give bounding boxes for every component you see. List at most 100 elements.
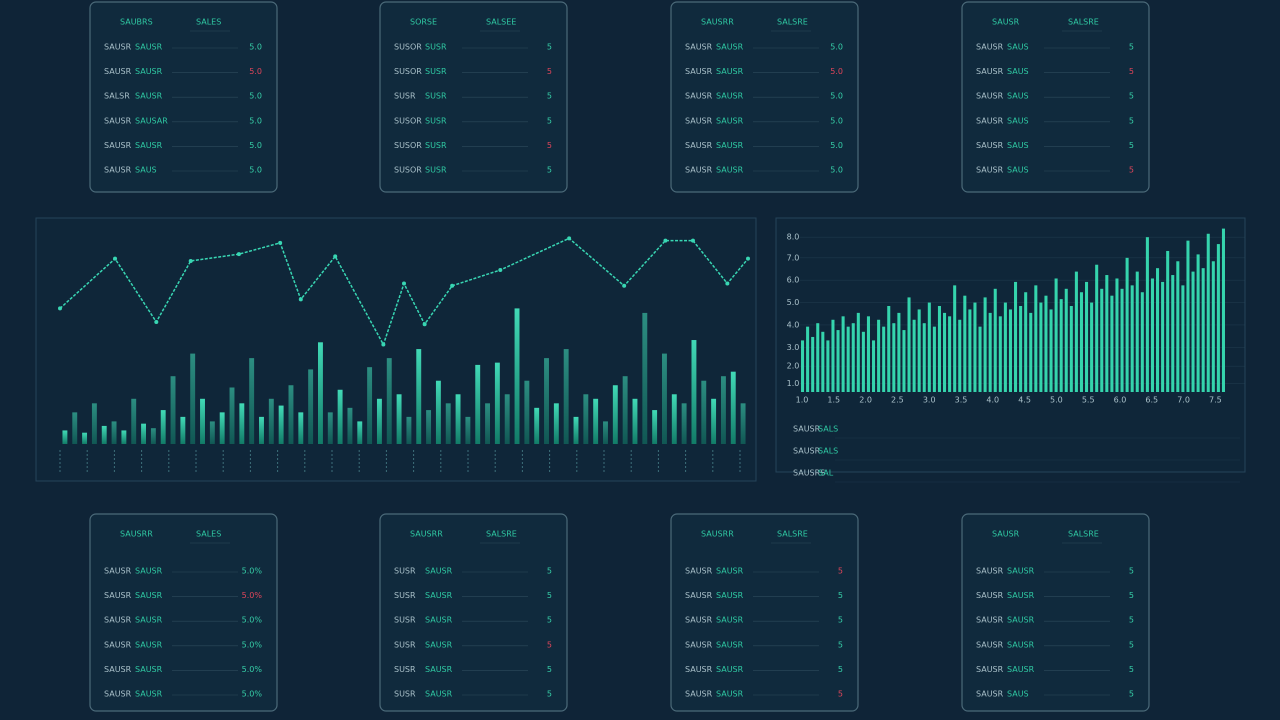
bar xyxy=(963,295,967,392)
row-value: 5.0% xyxy=(242,690,263,699)
bar xyxy=(1044,295,1048,392)
row-sub: SUSR xyxy=(425,116,447,125)
row-value: 5.0 xyxy=(249,116,262,125)
bar xyxy=(1059,299,1063,392)
line-point xyxy=(498,267,503,272)
bar xyxy=(897,312,901,392)
line-point xyxy=(422,322,427,327)
card-header: SALSRE xyxy=(1068,530,1099,539)
bar xyxy=(91,403,97,444)
bar xyxy=(711,398,717,444)
y-tick-label: 3.0 xyxy=(787,343,800,352)
bar xyxy=(593,398,599,444)
row-label: SAUSR xyxy=(104,640,132,649)
row-value: 5 xyxy=(838,567,843,576)
row-label: SAUSR xyxy=(104,166,132,175)
y-tick-label: 7.0 xyxy=(787,253,800,262)
card-header: SAUSR xyxy=(992,18,1020,27)
row-value: 5 xyxy=(1129,616,1134,625)
row-sub: SAUSR xyxy=(1007,567,1035,576)
row-sub: SAUSR xyxy=(716,67,744,76)
bar xyxy=(82,432,88,444)
bar xyxy=(841,316,845,392)
bar xyxy=(465,416,471,444)
bar xyxy=(932,326,936,392)
bar xyxy=(1014,281,1018,392)
bar xyxy=(831,319,835,392)
row-label: SAUSR xyxy=(976,690,1004,699)
bar xyxy=(121,430,127,444)
row-sub: SAUSR xyxy=(716,141,744,150)
x-tick-label: 6.5 xyxy=(1145,396,1158,405)
row-label: SUSOR xyxy=(394,116,422,125)
line-point xyxy=(402,281,406,286)
row-label: SAUSR xyxy=(685,116,713,125)
card xyxy=(670,513,859,712)
row-sub: SUSR xyxy=(425,166,447,175)
y-tick-label: 6.0 xyxy=(787,276,800,285)
row-sub: SAUSR xyxy=(135,616,163,625)
line-point xyxy=(725,281,730,286)
row-sub: SAUSR xyxy=(425,690,453,699)
y-tick-label: 8.0 xyxy=(787,233,800,242)
bar xyxy=(72,412,78,444)
x-tick-label: 2.5 xyxy=(891,396,904,405)
row-label: SAUSR xyxy=(685,616,713,625)
row-label: SAUSR xyxy=(104,616,132,625)
bar xyxy=(1191,271,1195,392)
row-label: SAUSR xyxy=(976,92,1004,101)
bar xyxy=(1216,244,1220,392)
bar xyxy=(200,398,205,444)
bar xyxy=(917,309,921,392)
bar xyxy=(1079,292,1083,392)
row-value: 5 xyxy=(838,640,843,649)
line-point xyxy=(188,258,193,263)
row-label: SUSR xyxy=(394,640,416,649)
bar xyxy=(701,380,707,444)
bar xyxy=(376,398,382,444)
bar xyxy=(1110,295,1114,392)
bar xyxy=(1049,309,1053,392)
line-point xyxy=(58,306,62,311)
bar xyxy=(958,319,962,392)
bar xyxy=(485,403,490,444)
bar xyxy=(887,306,891,392)
bar xyxy=(494,362,500,444)
row-label: SAUSR xyxy=(104,591,132,600)
bar xyxy=(806,326,810,392)
bar xyxy=(170,376,176,444)
card-header: SAUSRR xyxy=(701,530,734,539)
bar xyxy=(993,288,997,392)
line-point xyxy=(278,240,283,245)
row-sub: SAUSR xyxy=(716,690,744,699)
row-sub: SAUS xyxy=(1007,67,1029,76)
bar xyxy=(219,412,225,444)
row-label: SUSR xyxy=(394,92,416,101)
row-label: SAUSR xyxy=(104,665,132,674)
bar xyxy=(1186,240,1190,392)
bar xyxy=(553,403,559,444)
legend-label: SAUSR xyxy=(793,425,821,434)
legend-sub: SALS xyxy=(818,425,838,434)
row-label: SAUSR xyxy=(976,141,1004,150)
row-value: 5 xyxy=(838,616,843,625)
bar xyxy=(1221,228,1225,392)
bar xyxy=(1206,233,1210,392)
card-header: SAUBRS xyxy=(120,18,153,27)
bar xyxy=(1120,288,1124,392)
bar xyxy=(435,380,441,444)
bar xyxy=(866,316,870,392)
legend-sub: SAL xyxy=(818,469,834,478)
bar xyxy=(1029,312,1033,392)
row-value: 5 xyxy=(838,665,843,674)
bar xyxy=(1125,257,1129,392)
card xyxy=(89,513,278,712)
bar xyxy=(978,326,982,392)
row-label: SAUSR xyxy=(976,640,1004,649)
row-sub: SAUSR xyxy=(716,616,744,625)
bar xyxy=(983,297,987,392)
row-value: 5.0 xyxy=(830,141,843,150)
bar xyxy=(1211,261,1215,392)
line-point xyxy=(450,283,455,288)
row-value: 5 xyxy=(1129,43,1134,52)
